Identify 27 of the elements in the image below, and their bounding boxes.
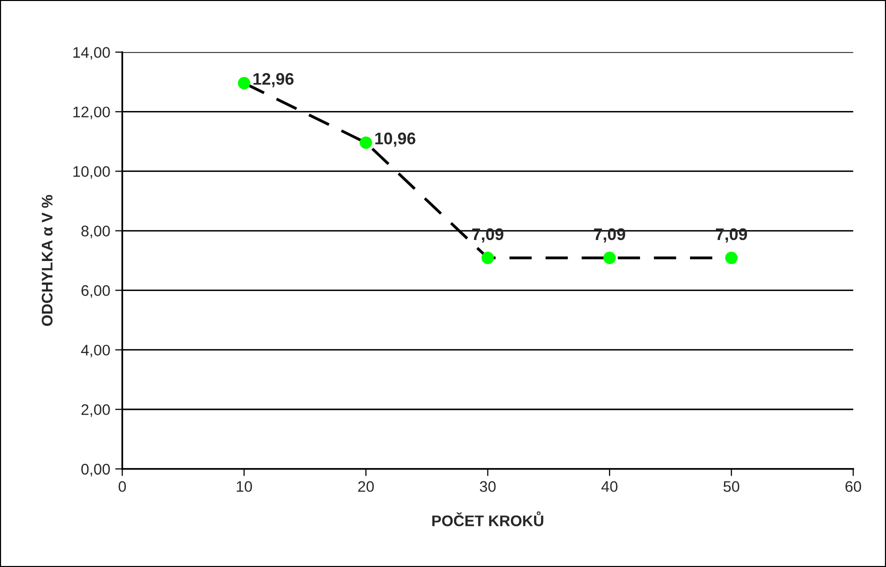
data-label: 7,09 — [716, 228, 747, 243]
x-tick-label: 50 — [724, 481, 740, 492]
x-tick-label: 60 — [846, 481, 862, 492]
x-tick-label: 10 — [236, 481, 252, 492]
x-tick-label: 20 — [358, 481, 374, 492]
y-tick-label: 10,00 — [73, 166, 110, 179]
x-tick-label: 30 — [480, 481, 496, 492]
data-label: 7,09 — [472, 228, 504, 243]
y-tick-label: 8,00 — [81, 226, 110, 238]
y-tick-label: 0,00 — [81, 464, 110, 476]
point — [603, 252, 616, 264]
point — [482, 252, 494, 264]
y-tick-label: 4,00 — [81, 344, 110, 358]
y-tick-label: 14,00 — [73, 47, 110, 60]
x-axis-title: POČET KROKŮ — [432, 511, 544, 526]
y-tick-label: 12,00 — [73, 106, 110, 120]
y-axis-title: ODCHYLKA α V % — [42, 194, 53, 326]
data-label: 12,96 — [253, 73, 294, 88]
x-tick-label: 40 — [601, 481, 618, 492]
y-tick-label: 2,00 — [82, 404, 110, 417]
x-tick-label: 0 — [118, 481, 126, 492]
point — [238, 76, 250, 90]
point — [360, 136, 372, 149]
point — [725, 252, 738, 264]
y-tick-label: 6,00 — [82, 285, 110, 298]
data-label: 7,09 — [594, 228, 626, 243]
data-label: 10,96 — [375, 132, 416, 147]
